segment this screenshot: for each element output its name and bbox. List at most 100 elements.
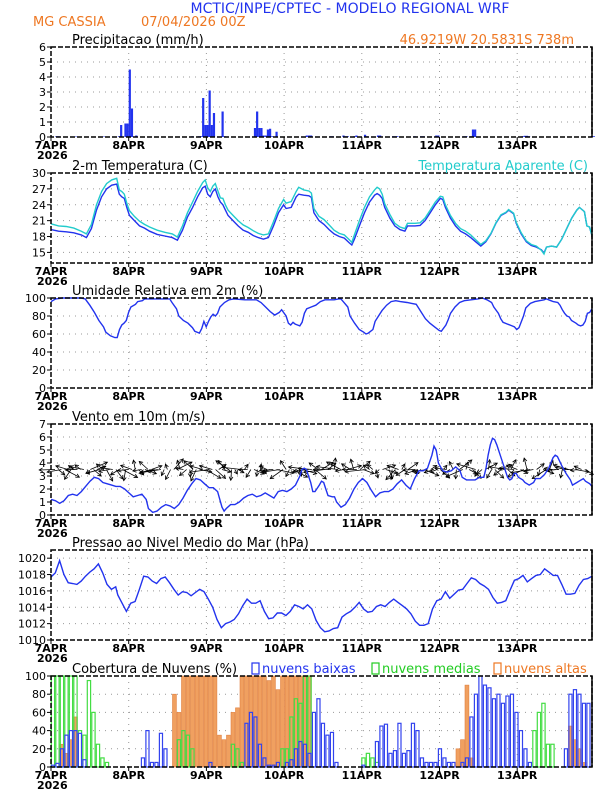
precip-bar bbox=[256, 111, 259, 137]
wind-vector-head bbox=[38, 467, 43, 473]
wind-vector bbox=[494, 469, 504, 479]
wind-vector bbox=[221, 469, 232, 473]
wind-vector bbox=[199, 465, 213, 470]
y-tick-label: 24 bbox=[32, 199, 46, 212]
header-title: MCTIC/INPE/CPTEC - MODELO REGIONAL WRF bbox=[191, 1, 510, 17]
precip-bar bbox=[206, 125, 209, 137]
cloud-bar-high bbox=[221, 739, 227, 768]
wind-vector-head bbox=[75, 473, 81, 478]
y-tick-label: 1012 bbox=[18, 618, 46, 631]
y-tick-label: 21 bbox=[32, 215, 46, 228]
wind-vector-head bbox=[332, 457, 338, 462]
panel-5 bbox=[47, 549, 593, 644]
wind-vector-head bbox=[179, 458, 184, 463]
precip-bar bbox=[523, 135, 526, 137]
y-tick-label: 0 bbox=[39, 761, 46, 774]
wind-vector bbox=[151, 465, 163, 470]
wind-vector-head bbox=[486, 473, 491, 479]
wind-vector-head bbox=[269, 474, 275, 480]
x-tick-label: 7APR bbox=[35, 769, 68, 782]
cloud-bar-medium bbox=[545, 743, 551, 768]
x-tick-label: 13APR bbox=[497, 139, 538, 152]
cloud-bar-low bbox=[316, 698, 321, 768]
wind-vector-head bbox=[69, 465, 74, 470]
cloud-bar-medium bbox=[95, 743, 101, 768]
wind-vector-head bbox=[289, 470, 295, 475]
x-tick-label: 11APR bbox=[342, 265, 383, 278]
cloud-bar-medium bbox=[550, 743, 555, 768]
precip-bar bbox=[221, 111, 224, 137]
wind-vector-head bbox=[475, 470, 481, 475]
y-tick-label: 1 bbox=[39, 496, 46, 509]
wind-vector-head bbox=[190, 476, 195, 482]
wind-vector bbox=[86, 469, 90, 475]
wind-vector-head bbox=[95, 463, 101, 468]
wind-vector-head bbox=[216, 474, 222, 479]
wind-vector bbox=[205, 469, 222, 479]
cloud-bar-medium bbox=[235, 748, 240, 768]
wind-vector bbox=[404, 469, 418, 475]
wind-vector-head bbox=[187, 461, 193, 466]
wind-vector-head bbox=[133, 473, 139, 478]
legend-label: nuvens altas bbox=[504, 662, 587, 677]
cloud-bar-high bbox=[212, 675, 218, 768]
wind-vector bbox=[465, 461, 469, 470]
wind-vector bbox=[449, 461, 454, 470]
precip-bar bbox=[268, 128, 272, 137]
x-tick-label: 7APR bbox=[35, 642, 68, 655]
wind-vector-head bbox=[474, 472, 479, 478]
legend-swatch bbox=[251, 662, 260, 675]
wind-vector-head bbox=[493, 471, 498, 476]
wind-vector bbox=[375, 469, 379, 478]
precip-bar bbox=[592, 136, 595, 137]
wind-vector bbox=[531, 469, 547, 479]
precip-bar bbox=[128, 69, 131, 137]
wind-vector-head bbox=[467, 459, 473, 464]
y-tick-label: 30 bbox=[32, 167, 46, 180]
x-tick-label: 12APR bbox=[419, 642, 460, 655]
cloud-bar-low bbox=[487, 687, 492, 768]
x-tick-label: 11APR bbox=[342, 390, 383, 403]
wind-vector bbox=[230, 469, 232, 481]
panel-1 bbox=[47, 46, 595, 141]
wind-vector-head bbox=[207, 469, 213, 474]
wind-vector bbox=[244, 464, 249, 470]
wind-vector-head bbox=[453, 474, 459, 480]
wind-vector-head bbox=[391, 464, 397, 469]
wind-vector-head bbox=[487, 458, 492, 464]
cloud-bar-low bbox=[320, 722, 326, 768]
cloud-bar-low bbox=[298, 740, 303, 768]
legend-label: nuvens medias bbox=[382, 662, 481, 677]
wind-vector-head bbox=[429, 468, 435, 474]
y-tick-label: 18 bbox=[32, 231, 46, 244]
wind-vector-head bbox=[221, 465, 226, 470]
wind-vector-head bbox=[157, 464, 163, 470]
cloud-bar-low bbox=[158, 732, 164, 768]
cloud-bar-low bbox=[505, 695, 510, 768]
precip-bar bbox=[208, 90, 211, 137]
cloud-bar-low bbox=[563, 748, 569, 768]
y-tick-label: 1010 bbox=[18, 634, 46, 647]
cloud-bar-low bbox=[397, 722, 402, 768]
x-year-label: 2026 bbox=[37, 652, 68, 665]
precip-bar bbox=[305, 135, 308, 137]
precip-bar bbox=[355, 135, 358, 137]
x-tick-label: 12APR bbox=[419, 139, 460, 152]
wind-vector bbox=[321, 461, 334, 470]
wind-vector bbox=[132, 469, 142, 472]
wind-vector bbox=[175, 467, 184, 470]
wind-vector bbox=[144, 469, 157, 475]
wind-vector-head bbox=[357, 464, 363, 469]
wind-vector-head bbox=[254, 472, 260, 478]
wind-vector-head bbox=[573, 465, 579, 470]
y-tick-label: 5 bbox=[39, 56, 46, 69]
wind-vector-head bbox=[374, 469, 380, 475]
wind-vector bbox=[523, 457, 528, 470]
wind-vector-head bbox=[308, 462, 314, 467]
wind-vector-head bbox=[146, 468, 152, 474]
wind-vector-head bbox=[261, 469, 267, 474]
wind-vector bbox=[401, 463, 406, 470]
y-tick-label: 0 bbox=[39, 131, 46, 144]
y-tick-label: 1016 bbox=[18, 585, 46, 598]
